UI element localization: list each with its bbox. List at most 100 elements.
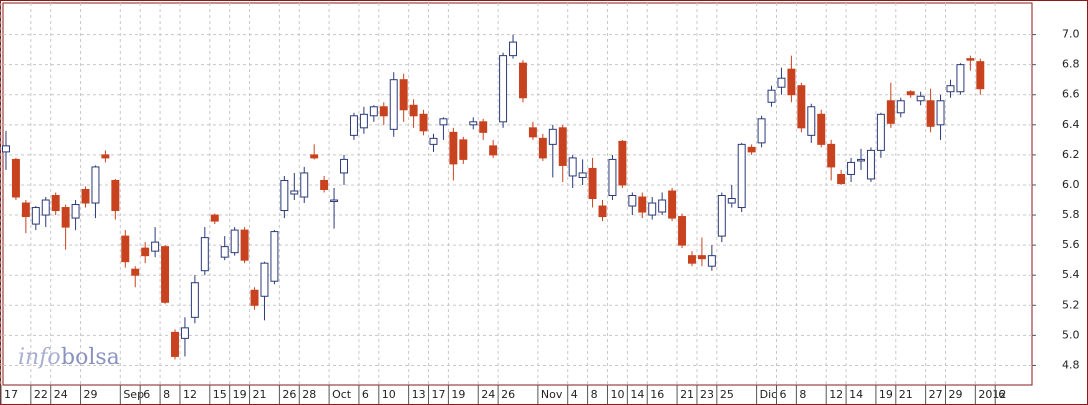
candle-body (111, 179, 120, 212)
candle-body (260, 262, 269, 297)
x-tick-label: 21 (680, 388, 694, 401)
candle-body (171, 331, 179, 357)
x-tick-label: 6 (998, 388, 1005, 401)
x-tick-label: 8 (799, 388, 806, 401)
candle-body (618, 140, 627, 186)
candle-body (528, 127, 537, 138)
candle-body (399, 79, 408, 111)
candle-body (707, 255, 716, 267)
candle-body (837, 173, 846, 184)
candle-body (757, 118, 766, 144)
candle-body (11, 158, 20, 198)
candle-body (568, 157, 577, 177)
x-tick-label: Oct (332, 388, 352, 401)
candle-body (31, 207, 40, 225)
x-tick-label: 29 (949, 388, 963, 401)
candle-body (747, 146, 756, 153)
candle-body (648, 202, 657, 216)
candle-body (439, 118, 448, 126)
x-tick-label: 10 (382, 388, 396, 401)
x-tick-label: 2012 (978, 388, 1006, 401)
candle-body (310, 154, 319, 159)
x-tick-label: 8 (163, 388, 170, 401)
candle-body (389, 79, 398, 130)
candle-body (91, 166, 100, 204)
candle-body (459, 139, 468, 160)
x-tick-label: Nov (541, 388, 563, 401)
x-tick-label: 29 (84, 388, 98, 401)
candle-body (290, 190, 299, 195)
x-tick-label: 22 (34, 388, 48, 401)
candle-body (966, 58, 975, 61)
y-tick-label: 6.0 (1062, 178, 1080, 191)
candle-body (101, 154, 110, 159)
candle-body (628, 195, 637, 207)
candle-body (280, 179, 289, 212)
x-tick-label: 26 (501, 388, 515, 401)
x-tick-label: 17 (4, 388, 18, 401)
x-tick-label: 19 (233, 388, 247, 401)
x-tick-label: 28 (302, 388, 316, 401)
x-tick-label: 12 (829, 388, 843, 401)
candle-body (787, 68, 796, 96)
candle-body (230, 229, 239, 254)
y-tick-label: 5.2 (1062, 298, 1080, 311)
y-tick-label: 5.0 (1062, 328, 1080, 341)
candle-body (81, 188, 90, 204)
candle-body (697, 255, 706, 260)
y-tick-label: 4.8 (1062, 358, 1080, 371)
candle-body (976, 61, 985, 90)
candle-body (668, 190, 677, 219)
candle-body (71, 204, 80, 219)
candle-body (797, 85, 806, 129)
candle-body (538, 137, 547, 159)
candle-body (449, 131, 458, 165)
candle-body (866, 149, 875, 180)
candle-body (250, 289, 259, 306)
candle-body (827, 143, 836, 168)
candle-body (588, 167, 597, 200)
candle-body (180, 327, 189, 339)
candle-body (300, 172, 309, 198)
candle-body (379, 106, 388, 117)
candle-body (608, 158, 617, 197)
x-tick-label: 26 (282, 388, 296, 401)
candle-body (220, 246, 229, 258)
candle-body (151, 241, 160, 252)
candle-body (499, 55, 508, 123)
candle-body (41, 199, 50, 216)
candle-body (270, 231, 279, 282)
x-tick-label: 6 (143, 388, 150, 401)
x-tick-label: 14 (849, 388, 863, 401)
candle-body (369, 106, 378, 117)
x-tick-label: 21 (899, 388, 913, 401)
candle-body (876, 113, 885, 151)
candle-body (886, 100, 895, 124)
x-tick-label: 24 (54, 388, 68, 401)
candle-body (598, 205, 607, 218)
plot-frame (2, 2, 1033, 386)
candle-body (330, 199, 339, 203)
candle-body (638, 196, 647, 213)
x-tick-label: 4 (571, 388, 578, 401)
candle-body (946, 85, 955, 93)
x-tick-label: 23 (700, 388, 714, 401)
candle-body (737, 143, 746, 209)
candle-body (727, 198, 736, 204)
candle-body (2, 145, 10, 153)
candle-body (688, 255, 696, 264)
candle-body (807, 106, 816, 136)
candle-body (678, 216, 687, 246)
y-tick-label: 5.4 (1062, 268, 1080, 281)
candle-body (469, 121, 478, 126)
candle-body (817, 113, 826, 145)
x-tick-label: 17 (432, 388, 446, 401)
candle-body (61, 207, 70, 228)
candle-body (200, 237, 209, 272)
x-tick-label: 21 (253, 388, 267, 401)
candle-body (479, 121, 488, 133)
y-tick-label: 5.8 (1062, 208, 1080, 221)
candle-body (548, 128, 557, 145)
candle-body (21, 202, 30, 218)
